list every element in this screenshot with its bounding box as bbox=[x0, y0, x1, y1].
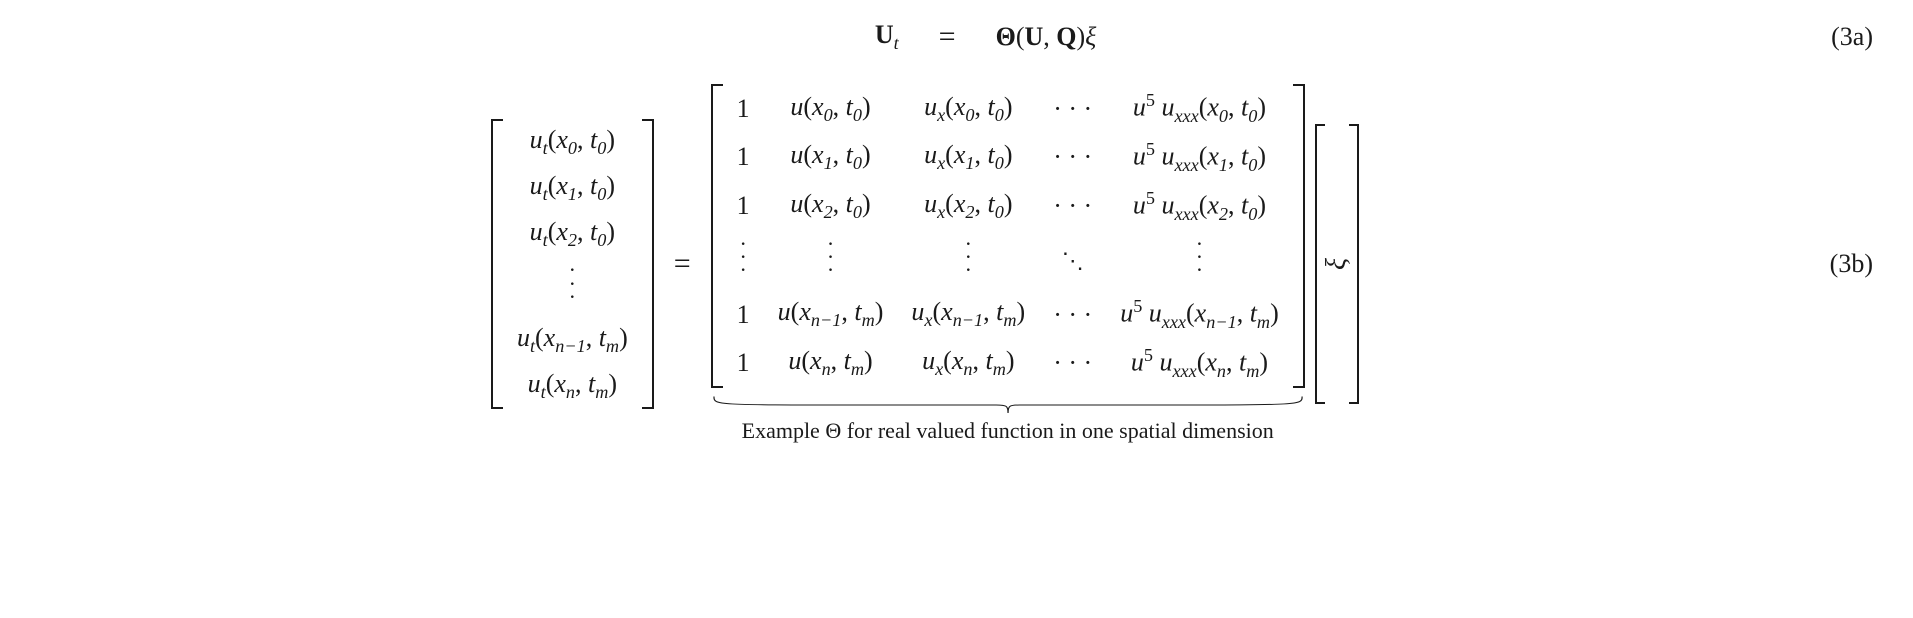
bracket-left bbox=[491, 119, 503, 409]
theta-cell: ··· bbox=[723, 231, 764, 290]
theta-cell: u5 uxxx(x1, t0) bbox=[1106, 133, 1293, 182]
theta-cell: · · · bbox=[1039, 84, 1106, 133]
theta-cell: ··· bbox=[897, 231, 1039, 290]
eq3a-rhs: Θ(U, Q)ξ bbox=[996, 22, 1097, 52]
theta-cell: 1 bbox=[723, 182, 764, 231]
theta-cell: · · · bbox=[1039, 290, 1106, 339]
theta-cell: u(xn, tm) bbox=[764, 339, 898, 388]
theta-cell: u5 uxxx(xn−1, tm) bbox=[1106, 290, 1293, 339]
xi-symbol: ξ bbox=[1321, 258, 1353, 270]
lhs-vector: ut(x0, t0)ut(x1, t0)ut(x2, t0)···ut(xn−1… bbox=[491, 119, 654, 409]
theta-cell: · · · bbox=[1039, 339, 1106, 388]
theta-cell: ux(x1, t0) bbox=[897, 133, 1039, 182]
lhs-cell: ut(x1, t0) bbox=[503, 165, 642, 211]
theta-cell: ux(x2, t0) bbox=[897, 182, 1039, 231]
eq3a-comma: , bbox=[1043, 22, 1050, 51]
xi-col: ξ bbox=[1325, 124, 1349, 404]
lhs-cell: ··· bbox=[503, 257, 642, 316]
theta-cell: u(xn−1, tm) bbox=[764, 290, 898, 339]
theta-cell: ··· bbox=[1106, 231, 1293, 290]
eq3a-label: (3a) bbox=[1831, 22, 1873, 52]
lhs-cell: ut(x0, t0) bbox=[503, 119, 642, 165]
bracket-right bbox=[642, 119, 654, 409]
theta-cell: u5 uxxx(x0, t0) bbox=[1106, 84, 1293, 133]
lhs-matrix-table: ut(x0, t0)ut(x1, t0)ut(x2, t0)···ut(xn−1… bbox=[503, 119, 642, 409]
eq3a-Q: Q bbox=[1056, 22, 1076, 51]
bracket-left bbox=[711, 84, 723, 388]
eq3a-Theta: Θ bbox=[996, 22, 1016, 51]
equation-3b-content: ut(x0, t0)ut(x1, t0)ut(x2, t0)···ut(xn−1… bbox=[40, 84, 1810, 444]
equation-3a-row: Ut = Θ(U, Q)ξ (3a) bbox=[40, 20, 1873, 54]
theta-cell: ux(x0, t0) bbox=[897, 84, 1039, 133]
eq3a-lhs: Ut bbox=[875, 20, 899, 54]
eq3b-equals: = bbox=[674, 247, 691, 281]
xi-vector: ξ bbox=[1315, 124, 1359, 404]
theta-cell: · · · bbox=[1039, 182, 1106, 231]
eq3a-xi: ξ bbox=[1085, 22, 1096, 51]
theta-cell: 1 bbox=[723, 133, 764, 182]
theta-cell: 1 bbox=[723, 84, 764, 133]
theta-cell: ux(xn−1, tm) bbox=[897, 290, 1039, 339]
theta-underbrace-wrap: 1u(x0, t0)ux(x0, t0)· · ·u5 uxxx(x0, t0)… bbox=[711, 84, 1305, 444]
eq3b-label: (3b) bbox=[1830, 249, 1873, 279]
theta-cell: u5 uxxx(xn, tm) bbox=[1106, 339, 1293, 388]
bracket-right bbox=[1293, 84, 1305, 388]
underbrace-label: Example Θ for real valued function in on… bbox=[742, 418, 1274, 444]
theta-cell: ux(xn, tm) bbox=[897, 339, 1039, 388]
eq3a-U2: U bbox=[1024, 22, 1043, 51]
theta-cell: 1 bbox=[723, 290, 764, 339]
underbrace-curve bbox=[711, 394, 1305, 414]
lhs-cell: ut(xn, tm) bbox=[503, 363, 642, 409]
lhs-cell: ut(x2, t0) bbox=[503, 211, 642, 257]
theta-cell: · · · bbox=[1039, 133, 1106, 182]
eq3a-equals: = bbox=[939, 20, 956, 54]
equation-3a-content: Ut = Θ(U, Q)ξ bbox=[40, 20, 1811, 54]
lhs-cell: ut(xn−1, tm) bbox=[503, 317, 642, 363]
eq3a-close: ) bbox=[1077, 22, 1086, 51]
theta-cell: ⋱ bbox=[1039, 231, 1106, 290]
eq3a-U: U bbox=[875, 20, 894, 49]
theta-cell: ··· bbox=[764, 231, 898, 290]
eq3a-U-sub: t bbox=[894, 33, 899, 53]
theta-matrix-table: 1u(x0, t0)ux(x0, t0)· · ·u5 uxxx(x0, t0)… bbox=[723, 84, 1293, 388]
theta-cell: u(x1, t0) bbox=[764, 133, 898, 182]
theta-cell: u(x2, t0) bbox=[764, 182, 898, 231]
equation-3b-row: ut(x0, t0)ut(x1, t0)ut(x2, t0)···ut(xn−1… bbox=[40, 84, 1873, 444]
theta-cell: u(x0, t0) bbox=[764, 84, 898, 133]
theta-cell: u5 uxxx(x2, t0) bbox=[1106, 182, 1293, 231]
theta-cell: 1 bbox=[723, 339, 764, 388]
theta-matrix-wrap: 1u(x0, t0)ux(x0, t0)· · ·u5 uxxx(x0, t0)… bbox=[711, 84, 1305, 388]
